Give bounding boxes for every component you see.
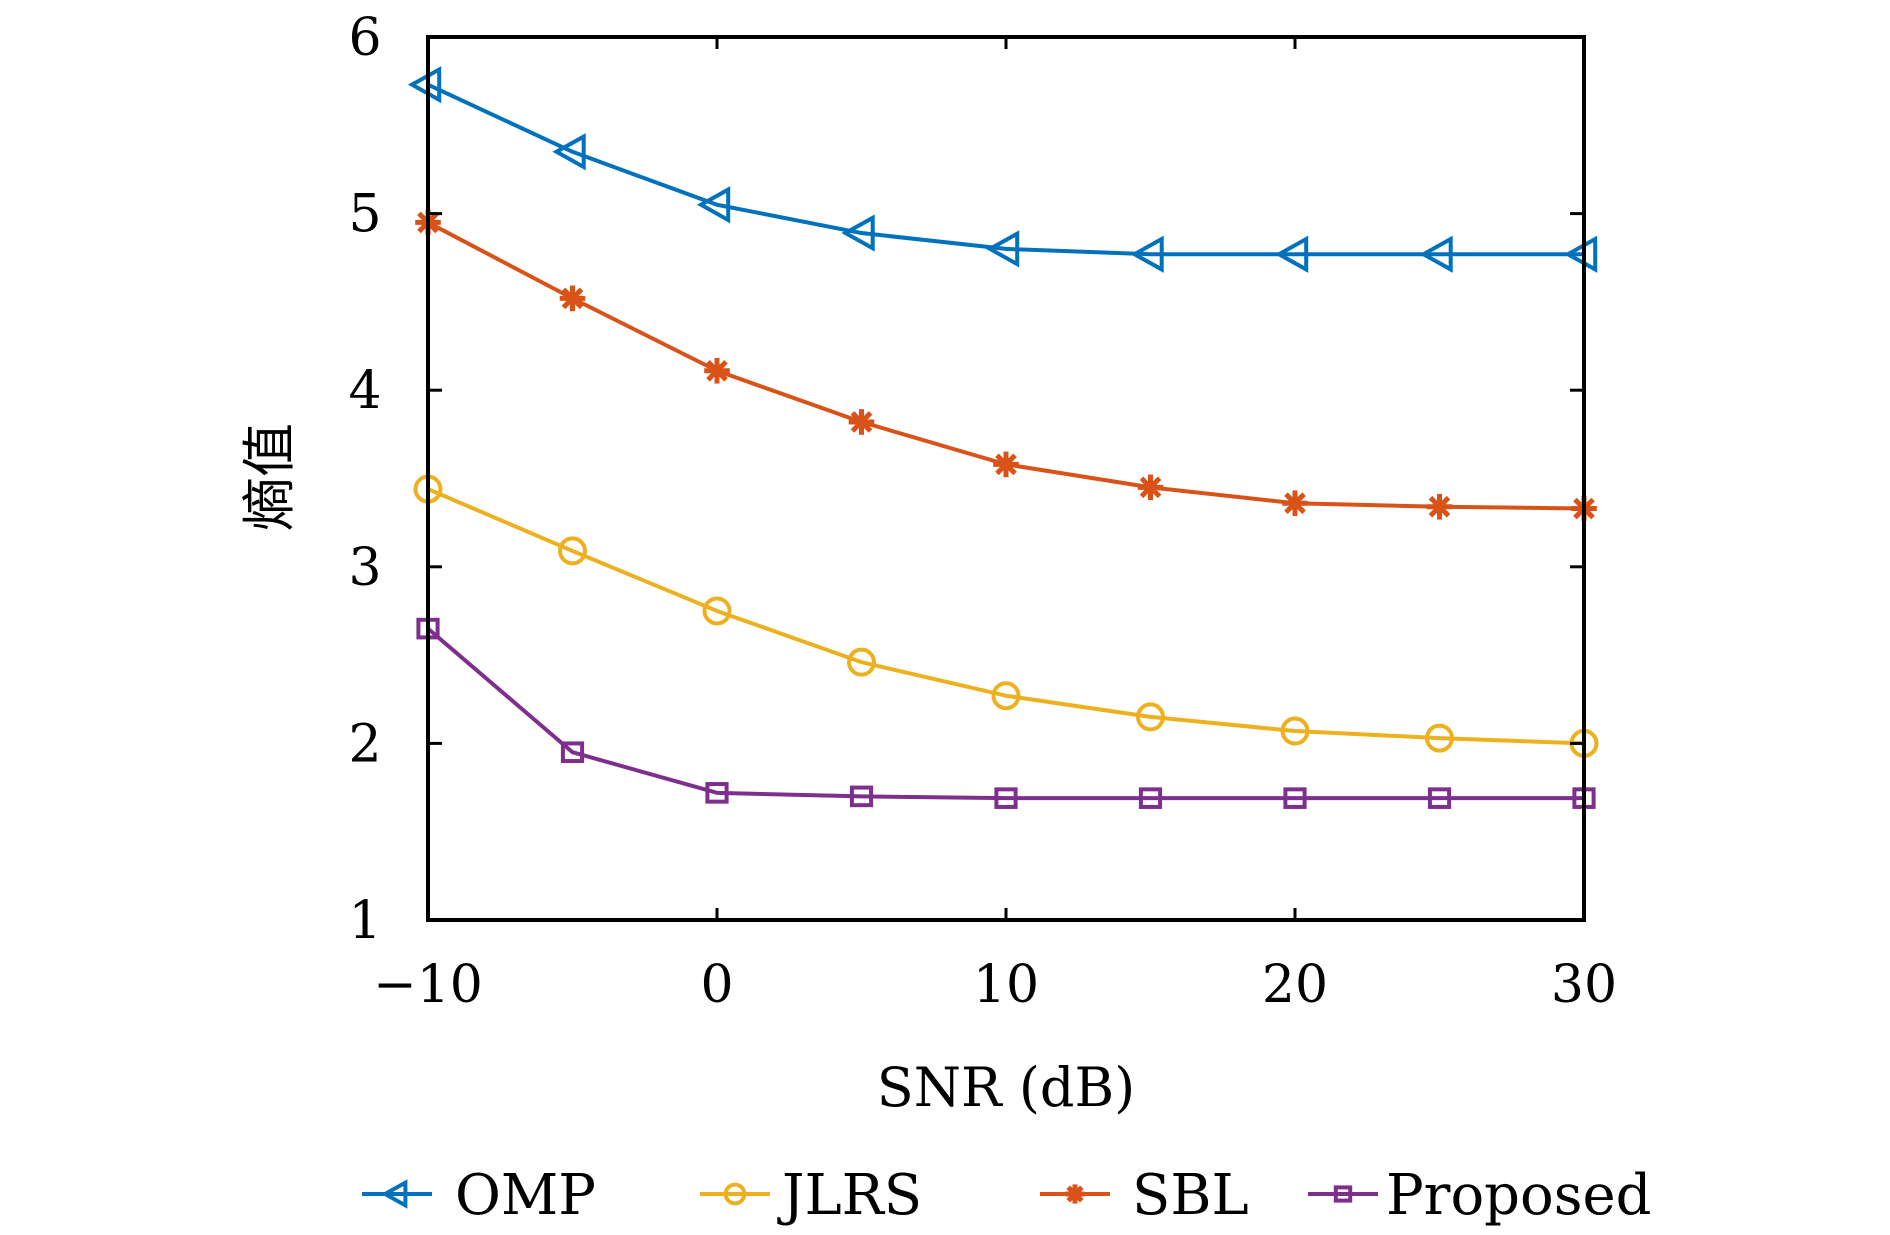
data-point-asterisk bbox=[993, 451, 1019, 478]
series-line bbox=[427, 487, 1585, 746]
data-point-circle bbox=[991, 681, 1021, 711]
data-point-square bbox=[994, 787, 1018, 809]
data-point-square bbox=[705, 782, 729, 804]
data-point-circle bbox=[558, 536, 587, 566]
series-proposed bbox=[416, 617, 1596, 809]
y-axis-label: 熵值 bbox=[238, 423, 301, 531]
legend-label: Proposed bbox=[1386, 1163, 1651, 1228]
data-point-circle bbox=[1136, 702, 1165, 732]
series-layer bbox=[407, 66, 1599, 809]
legend-item-jlrs: JLRS bbox=[700, 1163, 922, 1228]
series-line bbox=[427, 82, 1584, 257]
y-axis: 1 2 3 4 5 6 bbox=[348, 8, 1584, 951]
data-point-triangle bbox=[407, 66, 442, 104]
series-jlrs bbox=[413, 474, 1599, 758]
asterisk-stroke bbox=[1428, 495, 1451, 518]
data-point-triangle bbox=[985, 230, 1020, 268]
legend-label: OMP bbox=[455, 1163, 596, 1228]
x-tick-label: 0 bbox=[700, 955, 733, 1015]
legend-label: SBL bbox=[1132, 1163, 1249, 1228]
x-tick-label: −10 bbox=[373, 955, 483, 1015]
legend-item-omp: OMP bbox=[362, 1163, 596, 1228]
data-point-triangle bbox=[841, 214, 875, 252]
data-point-triangle bbox=[552, 133, 586, 171]
data-point-circle bbox=[723, 1182, 747, 1206]
legend-item-proposed: Proposed bbox=[1308, 1163, 1651, 1228]
data-point-asterisk bbox=[1065, 1184, 1085, 1204]
data-point-asterisk bbox=[848, 409, 875, 435]
series-omp bbox=[407, 66, 1598, 273]
series-line bbox=[426, 627, 1584, 801]
legend-label: JLRS bbox=[777, 1163, 922, 1228]
asterisk-stroke bbox=[1066, 1185, 1084, 1203]
y-tick-label: 1 bbox=[348, 891, 381, 951]
legend: OMP JLRS SBL Proposed bbox=[362, 1163, 1651, 1228]
asterisk-stroke bbox=[850, 411, 873, 433]
y-tick-label: 6 bbox=[348, 8, 381, 68]
data-point-triangle bbox=[696, 186, 731, 224]
x-axis-label: SNR (dB) bbox=[877, 1056, 1135, 1119]
data-point-square bbox=[1283, 787, 1307, 809]
data-point-circle bbox=[1280, 716, 1310, 746]
asterisk-stroke bbox=[706, 359, 728, 382]
asterisk-stroke bbox=[1284, 492, 1306, 515]
y-tick-label: 2 bbox=[348, 714, 381, 774]
data-point-square bbox=[560, 741, 585, 764]
asterisk-stroke bbox=[1139, 476, 1162, 499]
data-point-asterisk bbox=[1282, 490, 1308, 517]
asterisk-stroke bbox=[561, 287, 584, 310]
data-point-circle bbox=[1425, 723, 1454, 753]
data-point-square bbox=[1427, 787, 1452, 809]
data-point-triangle bbox=[1274, 235, 1309, 273]
x-axis: −10 0 10 20 30 bbox=[373, 37, 1617, 1015]
data-point-triangle bbox=[1130, 235, 1164, 273]
data-point-circle bbox=[847, 647, 876, 677]
data-point-triangle bbox=[380, 1179, 408, 1209]
x-tick-label: 20 bbox=[1262, 955, 1328, 1015]
x-tick-label: 30 bbox=[1551, 955, 1617, 1015]
data-point-square bbox=[1333, 1185, 1353, 1203]
y-tick-label: 5 bbox=[348, 185, 381, 245]
data-point-square bbox=[849, 785, 874, 808]
x-tick-label: 10 bbox=[973, 955, 1039, 1015]
data-point-asterisk bbox=[559, 285, 586, 312]
data-point-triangle bbox=[1563, 235, 1598, 273]
data-point-asterisk bbox=[1426, 493, 1453, 520]
data-point-circle bbox=[702, 596, 732, 626]
legend-item-sbl: SBL bbox=[1040, 1163, 1249, 1228]
y-tick-label: 4 bbox=[348, 361, 381, 421]
data-point-asterisk bbox=[704, 357, 730, 384]
data-point-asterisk bbox=[1137, 474, 1164, 501]
asterisk-stroke bbox=[995, 453, 1017, 476]
data-point-square bbox=[1138, 787, 1163, 809]
y-tick-label: 3 bbox=[348, 538, 381, 598]
data-point-triangle bbox=[1419, 235, 1453, 273]
